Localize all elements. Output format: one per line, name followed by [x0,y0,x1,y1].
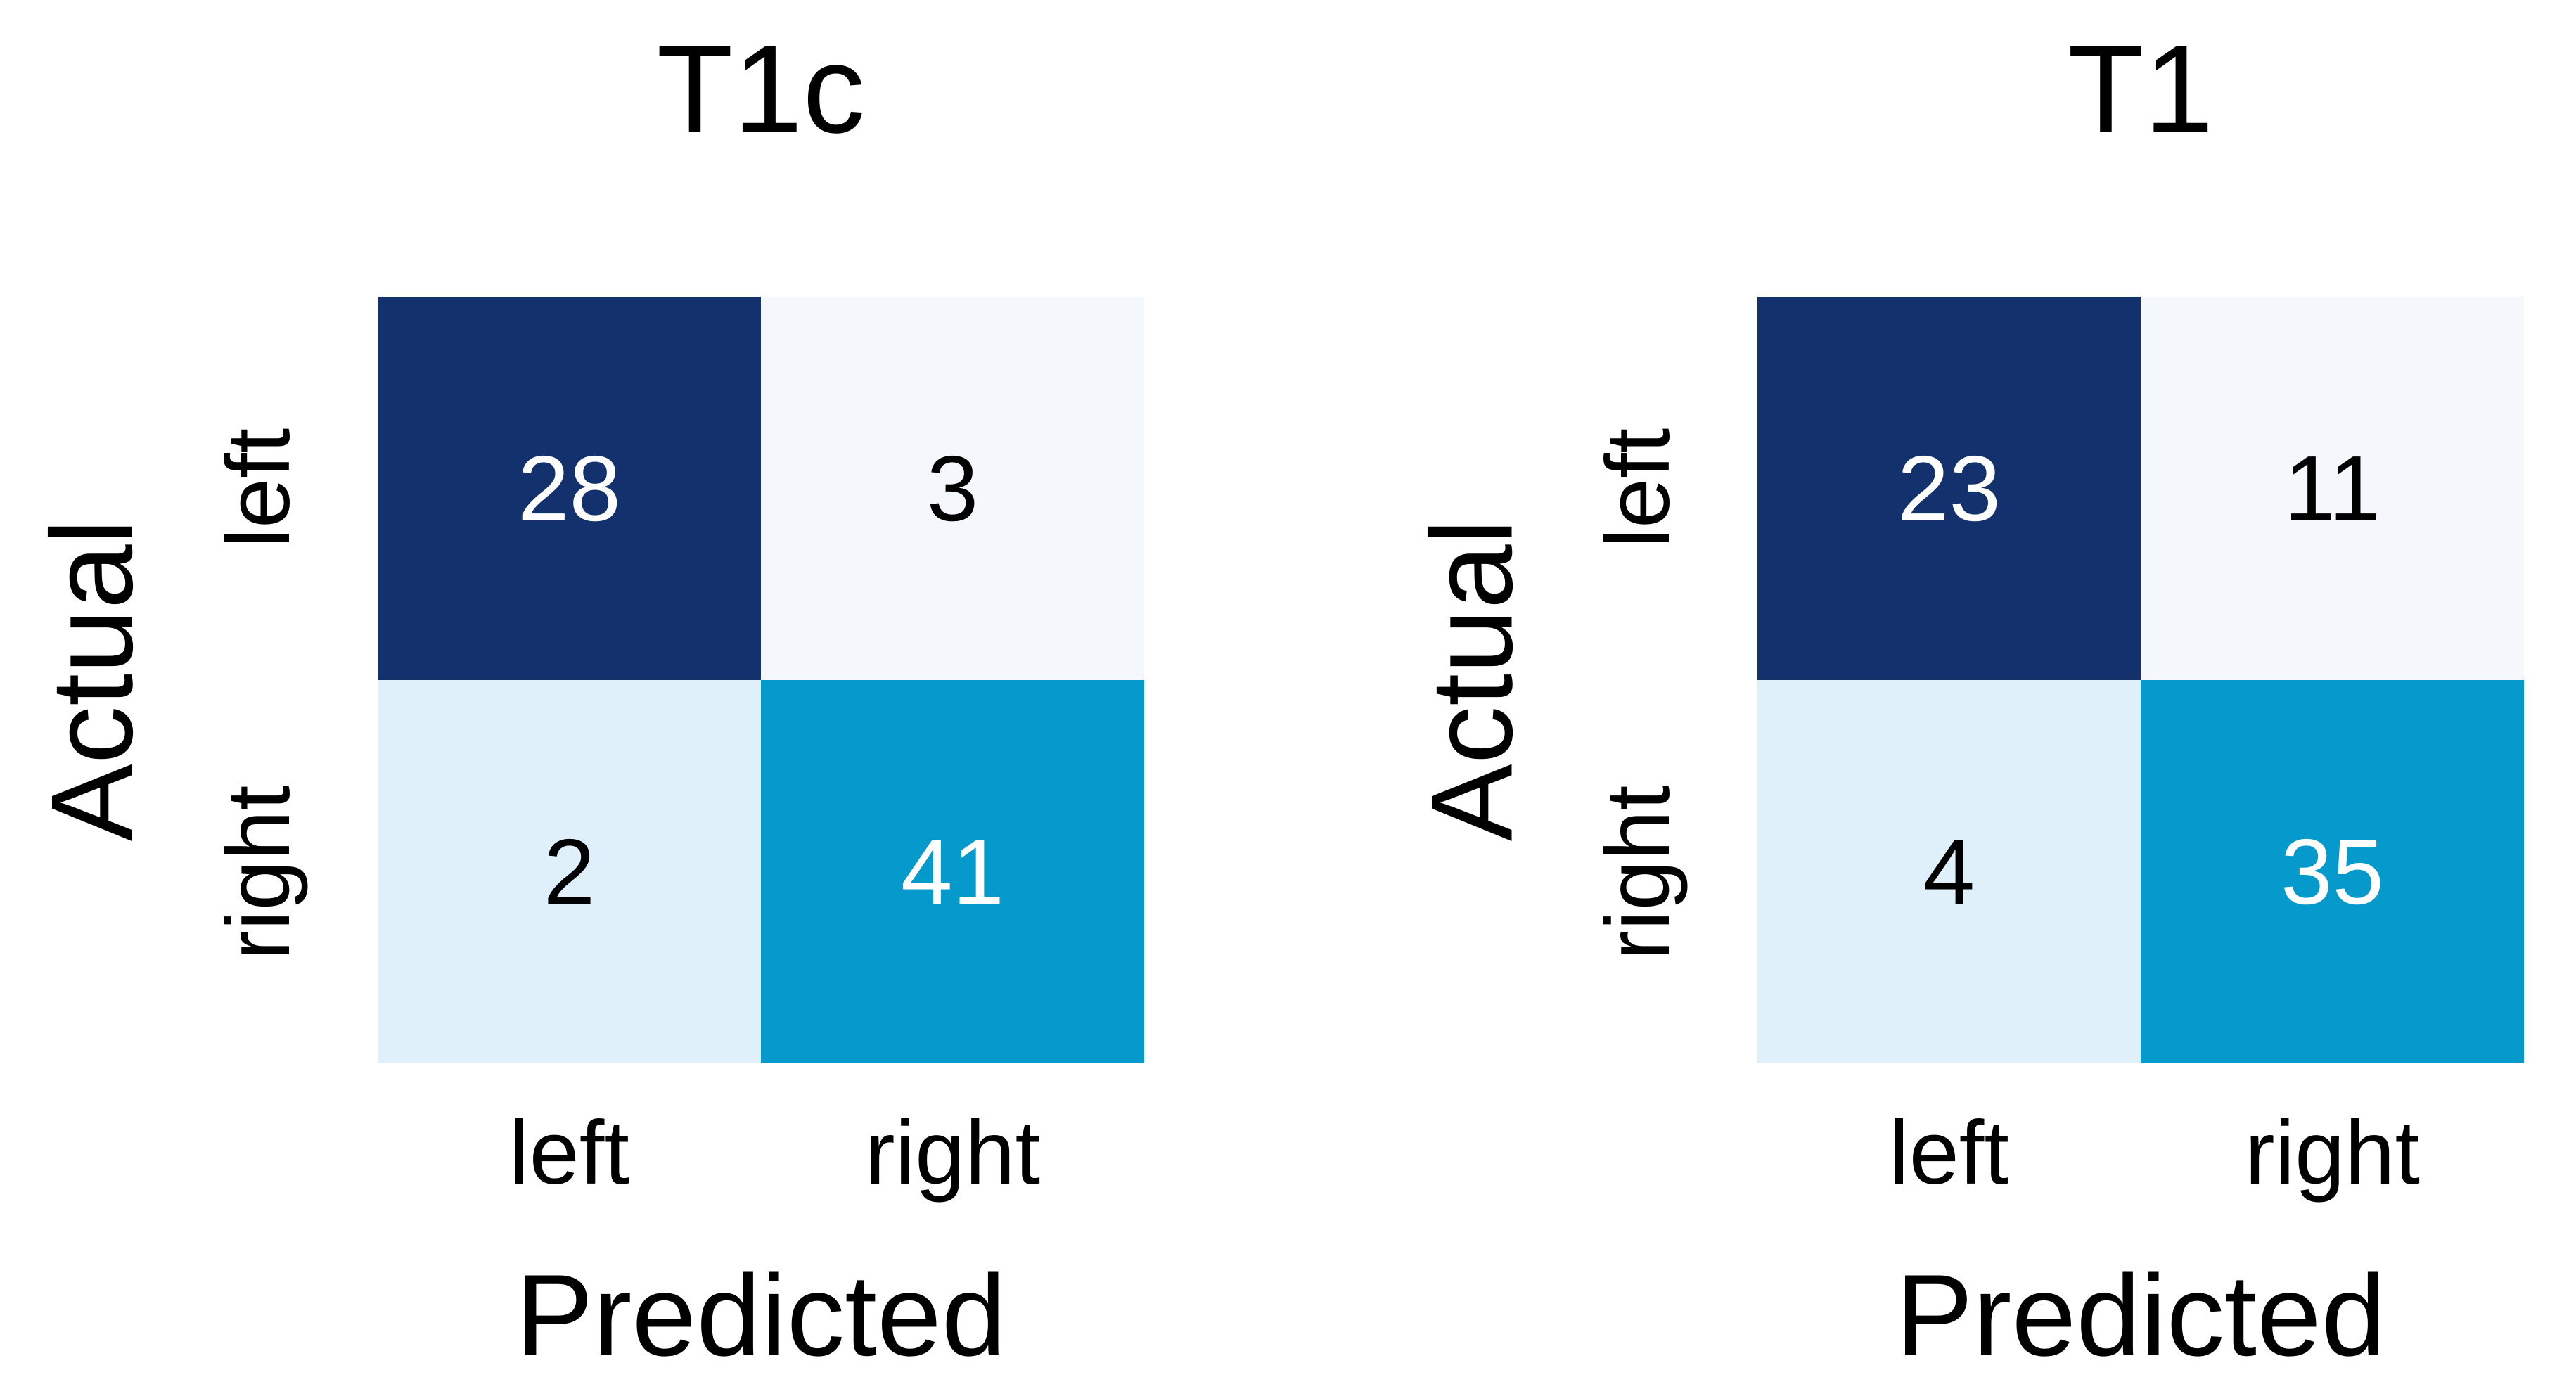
heatmap-cell: 28 [378,297,761,680]
y-tick-label: left [1588,428,1689,549]
cell-value: 41 [901,819,1004,923]
figure-t1: T1 Actual left right 23 11 4 35 left rig… [1380,0,2575,1396]
x-tick-label: right [865,1103,1040,1203]
heatmap-cell: 4 [1757,680,2141,1063]
x-axis-label: Predicted [515,1250,1006,1380]
y-axis-label: Actual [27,518,157,842]
heatmap-cell: 11 [2141,297,2524,680]
y-tick-label: left [208,428,309,549]
figure-title: T1 [2068,19,2214,159]
heatmap-grid: 28 3 2 41 [378,297,1144,1063]
y-tick-label: right [1588,785,1689,961]
cell-value: 2 [543,819,596,923]
cell-value: 35 [2281,819,2384,923]
y-axis-label: Actual [1406,518,1537,842]
heatmap-cell: 2 [378,680,761,1063]
heatmap-cell: 41 [761,680,1144,1063]
cell-value: 3 [926,436,979,540]
x-tick-label: left [509,1103,629,1203]
y-tick-label: right [208,785,309,961]
heatmap-grid: 23 11 4 35 [1757,297,2524,1063]
x-tick-label: left [1889,1103,2009,1203]
figure-title: T1c [656,19,866,159]
cell-value: 11 [2283,436,2381,540]
figure-t1c: T1c Actual left right 28 3 2 41 left rig… [0,0,1196,1396]
x-tick-label: right [2245,1103,2420,1203]
heatmap-cell: 23 [1757,297,2141,680]
heatmap-cell: 35 [2141,680,2524,1063]
heatmap-cell: 3 [761,297,1144,680]
x-axis-label: Predicted [1895,1250,2386,1380]
cell-value: 4 [1923,819,1975,923]
cell-value: 28 [518,436,621,540]
cell-value: 23 [1897,436,2001,540]
